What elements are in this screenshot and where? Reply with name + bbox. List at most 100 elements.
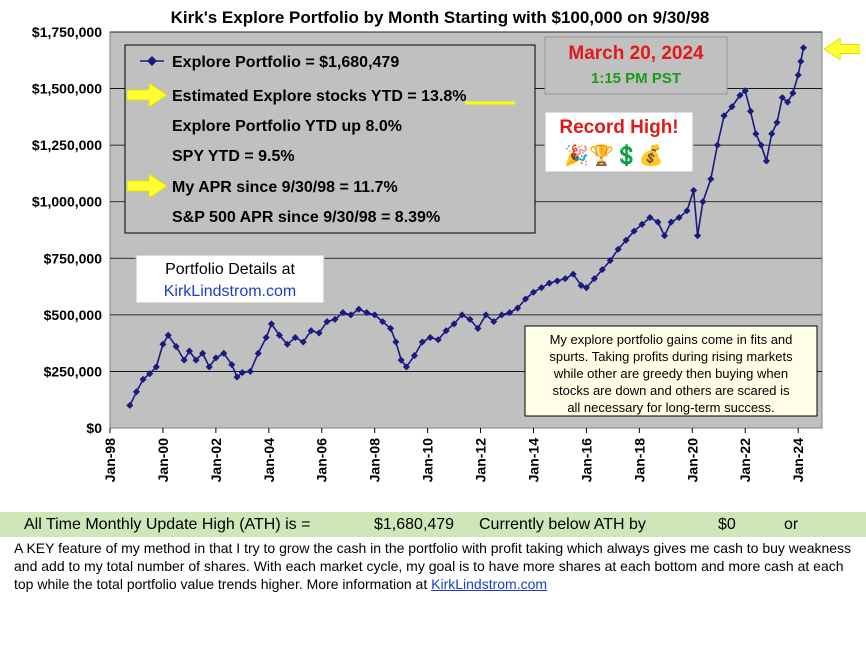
data-point	[402, 363, 410, 371]
ath-label: All Time Monthly Update High (ATH) is =	[24, 516, 311, 533]
footer-link[interactable]: KirkLindstrom.com	[431, 576, 548, 592]
y-tick-label: $1,250,000	[32, 137, 102, 153]
data-point	[675, 214, 683, 222]
data-point	[789, 89, 797, 97]
data-point	[442, 327, 450, 335]
legend-line-5: My APR since 9/30/98 = 11.7%	[172, 179, 398, 196]
data-point	[450, 320, 458, 328]
x-tick-label: Jan-06	[314, 438, 330, 483]
update-date: March 20, 2024	[568, 43, 704, 64]
x-tick-label: Jan-08	[367, 438, 383, 483]
data-point	[299, 338, 307, 346]
data-point	[397, 356, 405, 364]
x-tick-label: Jan-20	[684, 438, 700, 483]
legend-line-1: Explore Portfolio = $1,680,479	[172, 54, 399, 71]
note-line-5: all necessary for long-term success.	[567, 400, 774, 415]
ath-band: All Time Monthly Update High (ATH) is = …	[0, 512, 866, 537]
legend-line-2: Estimated Explore stocks YTD = 13.8%	[172, 88, 467, 105]
details-link[interactable]: KirkLindstrom.com	[164, 283, 296, 300]
data-point	[660, 232, 669, 240]
data-point	[205, 363, 213, 371]
data-point	[545, 279, 553, 287]
data-point	[458, 311, 466, 319]
data-point	[797, 57, 805, 65]
data-point	[254, 349, 262, 357]
or-text: or	[784, 516, 799, 533]
y-tick-label: $1,750,000	[32, 24, 102, 40]
x-tick-label: Jan-10	[420, 438, 436, 483]
data-point	[614, 245, 622, 253]
x-tick-label: Jan-18	[631, 438, 647, 483]
explore-portfolio-series	[126, 44, 808, 409]
data-point	[220, 349, 228, 357]
data-point	[690, 186, 698, 194]
record-celebration-icons: 🎉🏆💲💰	[564, 143, 664, 167]
data-point	[514, 304, 522, 312]
data-point	[630, 227, 638, 235]
data-point	[757, 141, 765, 149]
data-point	[152, 363, 160, 371]
below-ath-value: $0	[718, 516, 736, 533]
data-point	[773, 118, 781, 127]
y-tick-label: $250,000	[44, 363, 103, 379]
data-point	[379, 318, 387, 326]
x-axis-ticks: Jan-98 Jan-00 Jan-02 Jan-04 Jan-06 Jan-08 Jan-…	[102, 428, 806, 482]
data-point	[728, 103, 736, 111]
portfolio-details-box: Portfolio Details at KirkLindstrom.com	[135, 254, 325, 304]
note-box: My explore portfolio gains come in fits …	[524, 325, 818, 417]
date-box: March 20, 2024 1:15 PM PST	[544, 36, 728, 95]
x-tick-label: Jan-00	[155, 438, 171, 483]
data-point	[426, 333, 434, 342]
data-point	[746, 107, 755, 115]
y-tick-label: $1,000,000	[32, 194, 102, 210]
update-time: 1:15 PM PST	[591, 70, 681, 87]
footer-paragraph: A KEY feature of my method in that I try…	[14, 539, 864, 593]
data-point	[606, 257, 614, 265]
data-point	[622, 236, 630, 244]
record-high-text: Record High!	[559, 117, 678, 138]
data-point	[667, 218, 675, 226]
data-point	[139, 375, 147, 383]
data-point	[553, 277, 561, 285]
data-point	[233, 373, 241, 381]
data-point	[192, 356, 200, 364]
data-point	[418, 338, 426, 346]
data-point	[482, 311, 490, 319]
data-point	[291, 333, 299, 342]
data-point	[490, 318, 498, 326]
data-point	[371, 311, 379, 319]
data-point	[720, 112, 728, 120]
data-point	[598, 266, 606, 274]
note-line-1: My explore portfolio gains come in fits …	[550, 332, 793, 347]
x-tick-label: Jan-14	[525, 438, 541, 483]
portfolio-chart: Kirk's Explore Portfolio by Month Starti…	[32, 8, 860, 482]
data-point	[262, 333, 270, 342]
data-point	[132, 388, 141, 396]
y-tick-label: $500,000	[44, 307, 103, 323]
note-line-4: stocks are down and others are scared is	[552, 383, 790, 398]
data-point	[529, 288, 538, 296]
data-point	[434, 336, 442, 344]
data-point	[646, 214, 654, 222]
data-point	[246, 367, 254, 375]
data-point	[784, 98, 792, 106]
data-point	[506, 309, 514, 317]
data-point	[339, 309, 347, 317]
data-point	[498, 311, 506, 319]
legend-box: Explore Portfolio = $1,680,479 Estimated…	[124, 44, 536, 234]
data-point	[307, 327, 315, 335]
data-point	[577, 281, 585, 289]
note-line-3: while other are greedy then buying when	[553, 366, 788, 381]
data-point	[736, 91, 744, 99]
data-point	[466, 315, 474, 323]
data-point	[185, 347, 193, 355]
latest-value-arrow-icon	[824, 38, 860, 60]
data-point	[410, 352, 418, 360]
data-point	[283, 340, 291, 348]
data-point	[638, 220, 646, 228]
y-tick-label: $0	[86, 420, 102, 436]
y-tick-label: $1,500,000	[32, 81, 102, 97]
data-point	[778, 94, 786, 102]
data-point	[522, 295, 530, 303]
data-point	[392, 338, 400, 346]
